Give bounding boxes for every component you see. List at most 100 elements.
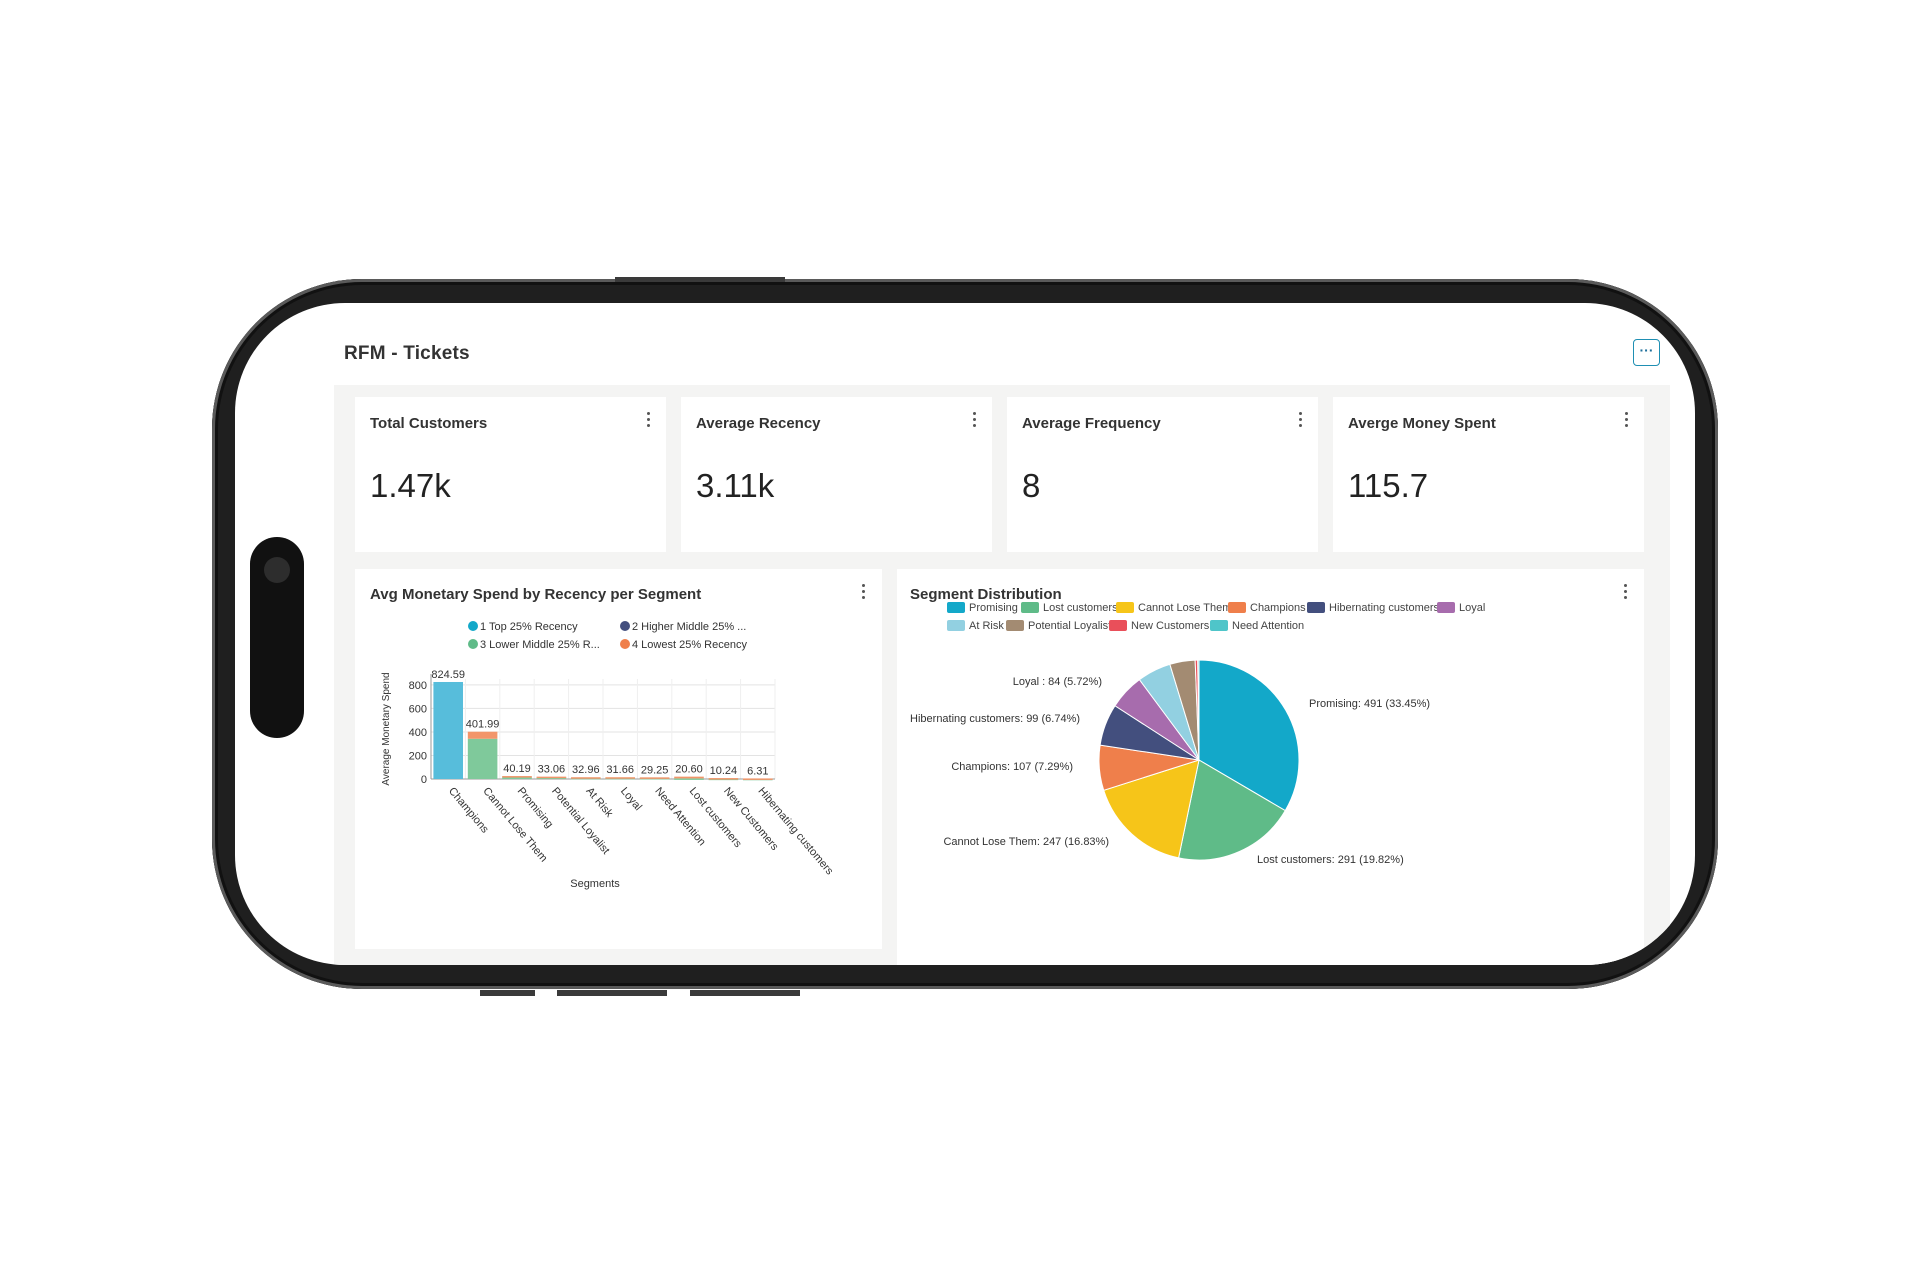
x-tick-label: Loyal (618, 785, 644, 813)
kebab-menu-icon[interactable] (860, 584, 866, 602)
x-axis-label: Segments (570, 878, 620, 890)
more-options-button[interactable]: ··· (1633, 339, 1660, 366)
legend-label: Loyal (1459, 602, 1485, 614)
kpi-card-average-frequency: Average Frequency 8 (1007, 397, 1318, 552)
kpi-label: Average Frequency (1022, 415, 1161, 432)
bar-value-label: 40.19 (503, 763, 531, 775)
legend-swatch (1210, 620, 1228, 631)
legend-swatch (1116, 602, 1134, 613)
bar-segment (536, 776, 567, 779)
phone-screen: RFM - Tickets ··· Total Customers 1.47k … (235, 303, 1695, 965)
pie-slice (1197, 659, 1200, 761)
legend-swatch (1228, 602, 1246, 613)
legend-marker (620, 639, 630, 649)
legend-label: 1 Top 25% Recency (480, 621, 578, 633)
legend-label: 4 Lowest 25% Recency (632, 639, 747, 651)
kpi-value: 115.7 (1348, 467, 1429, 504)
bar-value-label: 31.66 (606, 764, 634, 776)
legend-label: 2 Higher Middle 25% ... (632, 621, 746, 633)
slice-label: Hibernating customers: 99 (6.74%) (910, 713, 1080, 725)
x-tick-label: Cannot Lose Them (480, 785, 549, 864)
bar-segment (674, 778, 704, 780)
pie-slice (1178, 759, 1286, 861)
camera-icon (264, 557, 290, 583)
legend-label: Hibernating customers (1329, 602, 1440, 614)
kebab-menu-icon[interactable] (1622, 584, 1628, 602)
kebab-menu-icon[interactable] (971, 412, 977, 430)
bar-segment (433, 681, 463, 779)
slice-label: Loyal : 84 (5.72%) (1013, 676, 1102, 688)
bar-segment (502, 776, 532, 778)
legend-marker (468, 639, 478, 649)
legend-label: Potential Loyalist (1028, 620, 1111, 632)
slice-label: Champions: 107 (7.29%) (951, 761, 1073, 773)
bar-segment (467, 731, 498, 739)
legend-label: 3 Lower Middle 25% R... (480, 639, 600, 651)
chart-title: Segment Distribution (910, 586, 1062, 603)
y-tick-label: 0 (421, 774, 427, 786)
slice-label: Cannot Lose Them: 247 (16.83%) (943, 836, 1109, 848)
y-tick-label: 400 (409, 727, 427, 739)
phone-button (615, 277, 785, 282)
bar-value-label: 10.24 (710, 765, 738, 777)
legend-marker (620, 621, 630, 631)
camera-island (250, 537, 304, 738)
kpi-card-average-money-spent: Averge Money Spent 115.7 (1333, 397, 1644, 552)
kpi-card-average-recency: Average Recency 3.11k (681, 397, 992, 552)
legend-label: Lost customers (1043, 602, 1118, 614)
bar-segment (467, 738, 498, 779)
kpi-value: 8 (1022, 467, 1041, 504)
dashboard-canvas: Total Customers 1.47k Average Recency 3.… (334, 385, 1670, 965)
slice-label: Lost customers: 291 (19.82%) (1257, 854, 1404, 866)
kebab-menu-icon[interactable] (1297, 412, 1303, 430)
bar-value-label: 824.59 (431, 669, 465, 681)
kpi-label: Averge Money Spent (1348, 415, 1496, 432)
kpi-label: Average Recency (696, 415, 821, 432)
kpi-label: Total Customers (370, 415, 488, 432)
legend-swatch (1307, 602, 1325, 613)
kebab-menu-icon[interactable] (645, 412, 651, 430)
bar-value-label: 6.31 (747, 765, 768, 777)
phone-button (690, 990, 800, 996)
legend-label: Promising (969, 602, 1018, 614)
bar-segment (708, 778, 739, 780)
legend-marker (468, 621, 478, 631)
bar-segment (743, 778, 773, 780)
y-tick-label: 600 (409, 703, 427, 715)
legend-label: At Risk (969, 620, 1004, 632)
legend-swatch (1109, 620, 1127, 631)
y-tick-label: 800 (409, 680, 427, 692)
bar-value-label: 20.60 (675, 764, 703, 776)
legend-swatch (1021, 602, 1039, 613)
phone-button (557, 990, 667, 996)
legend-swatch (947, 602, 965, 613)
chart-title: Avg Monetary Spend by Recency per Segmen… (370, 586, 702, 603)
bar-segment (639, 777, 670, 779)
pie-slice (1103, 759, 1200, 859)
bar-value-label: 33.06 (538, 764, 566, 776)
legend-swatch (947, 620, 965, 631)
phone-button (480, 990, 535, 996)
legend-swatch (1006, 620, 1024, 631)
legend-swatch (1437, 602, 1455, 613)
bar-chart: 1 Top 25% Recency 2 Higher Middle 25% ...… (381, 621, 836, 890)
kebab-menu-icon[interactable] (1623, 412, 1629, 430)
legend-label: Need Attention (1232, 620, 1304, 632)
slice-label: Promising: 491 (33.45%) (1309, 698, 1430, 710)
bar-value-label: 29.25 (641, 764, 669, 776)
legend-label: Cannot Lose Them (1138, 602, 1231, 614)
y-axis-label: Average Monetary Spend (381, 672, 392, 785)
pie-slice (1198, 659, 1300, 812)
bar-value-label: 32.96 (572, 764, 600, 776)
kpi-value: 1.47k (370, 467, 451, 504)
kpi-card-total-customers: Total Customers 1.47k (355, 397, 666, 552)
bar-segment (605, 777, 635, 779)
bar-segment (571, 777, 601, 779)
pie-chart-panel: Segment Distribution Promising Lost custo… (897, 569, 1644, 965)
bar-segment (502, 776, 532, 779)
page-title: RFM - Tickets (344, 343, 470, 364)
legend-label: Champions (1250, 602, 1306, 614)
legend-label: New Customers (1131, 620, 1210, 632)
y-tick-label: 200 (409, 750, 427, 762)
bar-chart-panel: Avg Monetary Spend by Recency per Segmen… (355, 569, 882, 949)
